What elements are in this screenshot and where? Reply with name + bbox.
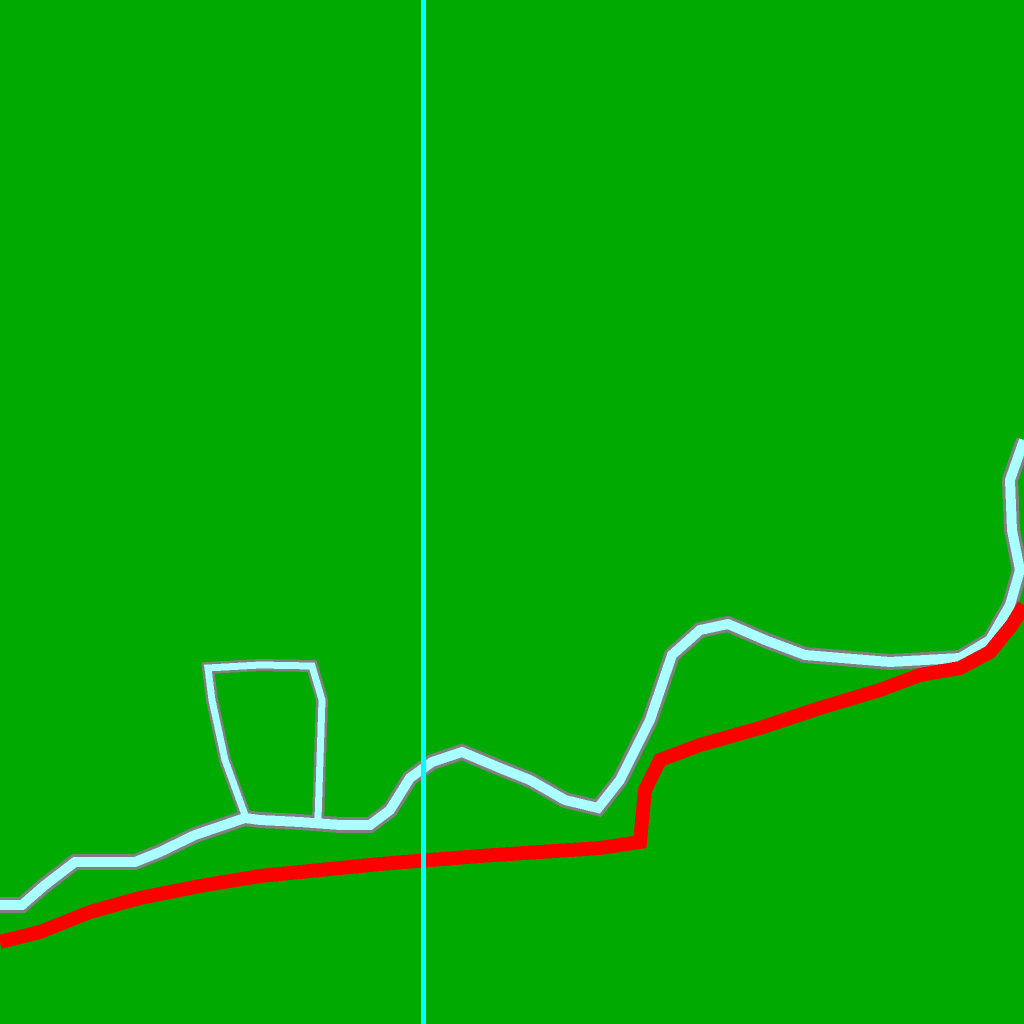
red-route <box>0 601 1024 949</box>
river-water <box>0 438 1024 910</box>
river <box>0 437 1024 913</box>
river-water-loop <box>204 661 326 821</box>
vertical-grid-line <box>421 0 426 1024</box>
